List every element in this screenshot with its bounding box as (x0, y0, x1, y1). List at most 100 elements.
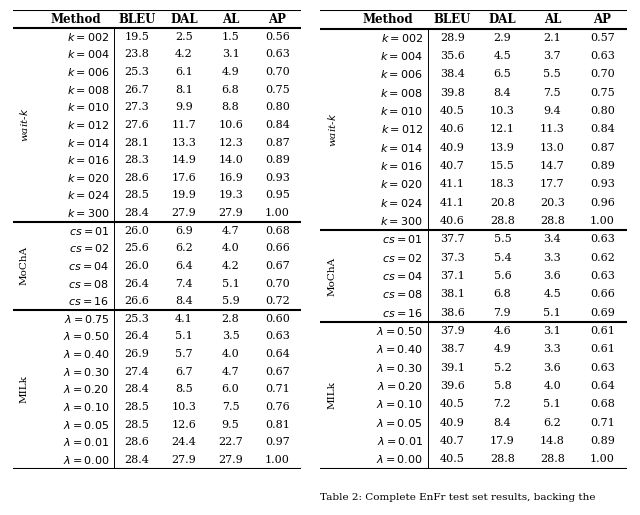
Text: 0.75: 0.75 (590, 88, 614, 98)
Text: 0.96: 0.96 (590, 198, 614, 208)
Text: 0.67: 0.67 (265, 261, 290, 271)
Text: 37.9: 37.9 (440, 326, 465, 336)
Text: BLEU: BLEU (118, 12, 156, 26)
Text: $cs = 01$: $cs = 01$ (68, 225, 109, 237)
Text: 28.4: 28.4 (125, 208, 149, 218)
Text: $λ = 0.10$: $λ = 0.10$ (63, 401, 109, 413)
Text: 28.9: 28.9 (440, 33, 465, 43)
Text: 4.5: 4.5 (493, 51, 511, 61)
Text: $cs = 16$: $cs = 16$ (68, 295, 109, 307)
Text: 25.3: 25.3 (125, 67, 149, 77)
Text: 28.4: 28.4 (125, 384, 149, 394)
Text: 0.63: 0.63 (590, 234, 614, 245)
Text: 9.9: 9.9 (175, 102, 193, 112)
Text: 5.1: 5.1 (543, 400, 561, 409)
Text: 14.0: 14.0 (218, 155, 243, 165)
Text: 2.1: 2.1 (543, 33, 561, 43)
Text: AL: AL (543, 13, 561, 26)
Text: 27.4: 27.4 (125, 367, 149, 376)
Text: $k = 002$: $k = 002$ (67, 31, 109, 43)
Text: 0.89: 0.89 (590, 161, 614, 171)
Text: 18.3: 18.3 (490, 179, 515, 190)
Text: 3.1: 3.1 (221, 49, 239, 59)
Text: 37.7: 37.7 (440, 234, 465, 245)
Text: 26.7: 26.7 (125, 84, 149, 95)
Text: 27.9: 27.9 (218, 455, 243, 465)
Text: 28.6: 28.6 (125, 437, 149, 447)
Text: 17.9: 17.9 (490, 436, 515, 446)
Text: 4.0: 4.0 (221, 243, 239, 253)
Text: $λ = 0.75$: $λ = 0.75$ (64, 313, 109, 325)
Text: 3.7: 3.7 (543, 51, 561, 61)
Text: 28.8: 28.8 (540, 454, 564, 465)
Text: $k = 010$: $k = 010$ (380, 105, 423, 117)
Text: 9.4: 9.4 (543, 106, 561, 116)
Text: 24.4: 24.4 (172, 437, 196, 447)
Text: 39.6: 39.6 (440, 381, 465, 391)
Text: 27.3: 27.3 (125, 102, 149, 112)
Text: $cs = 02$: $cs = 02$ (68, 242, 109, 254)
Text: 3.4: 3.4 (543, 234, 561, 245)
Text: 0.70: 0.70 (265, 279, 290, 288)
Text: DAL: DAL (170, 12, 198, 26)
Text: 7.5: 7.5 (222, 402, 239, 412)
Text: 0.63: 0.63 (590, 363, 614, 373)
Text: 28.1: 28.1 (125, 138, 149, 147)
Text: 7.9: 7.9 (493, 308, 511, 318)
Text: 5.4: 5.4 (493, 253, 511, 263)
Text: 8.5: 8.5 (175, 384, 193, 394)
Text: 3.1: 3.1 (543, 326, 561, 336)
Text: 10.3: 10.3 (490, 106, 515, 116)
Text: 3.6: 3.6 (543, 363, 561, 373)
Text: $λ = 0.10$: $λ = 0.10$ (376, 399, 423, 410)
Text: 0.84: 0.84 (265, 120, 290, 130)
Text: 27.9: 27.9 (172, 455, 196, 465)
Text: 0.66: 0.66 (590, 289, 614, 300)
Text: 22.7: 22.7 (218, 437, 243, 447)
Text: 15.5: 15.5 (490, 161, 515, 171)
Text: AP: AP (268, 12, 286, 26)
Text: 0.63: 0.63 (590, 51, 614, 61)
Text: 39.8: 39.8 (440, 88, 465, 98)
Text: 14.7: 14.7 (540, 161, 564, 171)
Text: wait-$k$: wait-$k$ (19, 108, 31, 142)
Text: 28.8: 28.8 (540, 216, 564, 226)
Text: 8.8: 8.8 (221, 102, 239, 112)
Text: 5.1: 5.1 (543, 308, 561, 318)
Text: 1.00: 1.00 (265, 455, 290, 465)
Text: 35.6: 35.6 (440, 51, 465, 61)
Text: 4.6: 4.6 (493, 326, 511, 336)
Text: 0.93: 0.93 (265, 173, 290, 183)
Text: 26.0: 26.0 (125, 261, 149, 271)
Text: 0.61: 0.61 (590, 326, 614, 336)
Text: 14.9: 14.9 (172, 155, 196, 165)
Text: 0.63: 0.63 (265, 49, 290, 59)
Text: $λ = 0.30$: $λ = 0.30$ (63, 366, 109, 377)
Text: 0.89: 0.89 (265, 155, 290, 165)
Text: 0.57: 0.57 (590, 33, 614, 43)
Text: 2.9: 2.9 (493, 33, 511, 43)
Text: 0.71: 0.71 (265, 384, 290, 394)
Text: 40.7: 40.7 (440, 161, 465, 171)
Text: 2.5: 2.5 (175, 32, 193, 42)
Text: 4.5: 4.5 (543, 289, 561, 300)
Text: 17.6: 17.6 (172, 173, 196, 183)
Text: 26.0: 26.0 (125, 226, 149, 236)
Text: 26.4: 26.4 (125, 332, 149, 341)
Text: 2.8: 2.8 (221, 314, 239, 324)
Text: $λ = 0.05$: $λ = 0.05$ (376, 417, 423, 429)
Text: $k = 012$: $k = 012$ (67, 119, 109, 131)
Text: 0.97: 0.97 (265, 437, 290, 447)
Text: 0.62: 0.62 (590, 253, 614, 263)
Text: 12.3: 12.3 (218, 138, 243, 147)
Text: 40.7: 40.7 (440, 436, 465, 446)
Text: 26.9: 26.9 (125, 349, 149, 359)
Text: 1.00: 1.00 (265, 208, 290, 218)
Text: $λ = 0.40$: $λ = 0.40$ (376, 344, 423, 355)
Text: 12.1: 12.1 (490, 125, 515, 134)
Text: $k = 300$: $k = 300$ (380, 215, 423, 227)
Text: $cs = 16$: $cs = 16$ (382, 307, 423, 319)
Text: 0.56: 0.56 (265, 32, 290, 42)
Text: 38.6: 38.6 (440, 308, 465, 318)
Text: 0.63: 0.63 (265, 332, 290, 341)
